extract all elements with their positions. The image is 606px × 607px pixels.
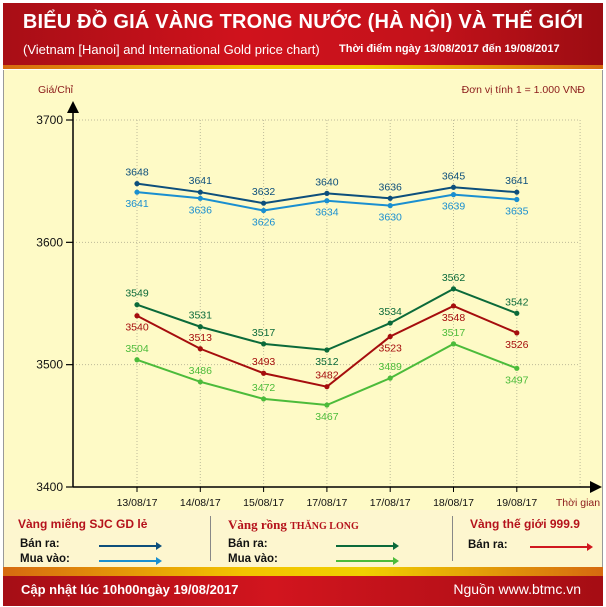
svg-text:3630: 3630 (379, 212, 403, 224)
y-axis-label: Giá/Chỉ (38, 84, 74, 96)
series-line: 3641 3636 3626 3634 3630 3639 3635 (125, 189, 529, 229)
svg-text:14/08/17: 14/08/17 (180, 497, 221, 509)
update-time: Cập nhật lúc 10h00ngày 19/08/2017 (21, 582, 239, 597)
svg-text:3640: 3640 (315, 176, 339, 188)
legend: Vàng miếng SJC GD lẻ Bán ra: Mua vào: Và… (3, 510, 603, 567)
axes (67, 101, 602, 493)
svg-text:3497: 3497 (505, 374, 529, 386)
svg-text:3639: 3639 (442, 201, 466, 213)
svg-text:3517: 3517 (442, 327, 466, 339)
svg-text:3641: 3641 (189, 175, 213, 187)
svg-text:3540: 3540 (125, 322, 149, 334)
legend-thanglong-sell-label: Bán ra: (228, 538, 268, 550)
legend-separator (210, 516, 211, 561)
svg-text:18/08/17: 18/08/17 (433, 497, 474, 509)
x-axis-ticks: 13/08/17 14/08/17 15/08/17 17/08/17 17/08/17… (117, 487, 537, 509)
svg-text:3635: 3635 (505, 206, 529, 218)
svg-text:13/08/17: 13/08/17 (117, 497, 158, 509)
svg-text:3512: 3512 (315, 356, 339, 368)
svg-text:3636: 3636 (379, 181, 403, 193)
line-chart: Giá/Chỉ Đơn vị tính 1 = 1.000 VNĐ 3400 35… (36, 84, 602, 509)
source-link[interactable]: Nguồn www.btmc.vn (453, 581, 581, 597)
legend-sjc-title: Vàng miếng SJC GD lẻ (18, 517, 148, 531)
chart-subtitle: (Vietnam [Hanoi] and International Gold … (23, 42, 320, 57)
legend-thanglong-sell-arrow-icon (336, 542, 399, 550)
legend-sjc-sell-arrow-icon (99, 542, 162, 550)
svg-text:3513: 3513 (189, 332, 213, 344)
series-line: 3540 3513 3493 3482 3523 3548 3526 (125, 303, 529, 390)
svg-text:3641: 3641 (125, 198, 149, 210)
legend-sjc-sell-label: Bán ra: (20, 538, 60, 550)
legend-sjc-buy-arrow-icon (99, 557, 162, 565)
chart-header: BIỂU ĐỒ GIÁ VÀNG TRONG NƯỚC (HÀ NỘI) VÀ … (3, 3, 603, 66)
chart-title: BIỂU ĐỒ GIÁ VÀNG TRONG NƯỚC (HÀ NỘI) VÀ … (22, 11, 584, 33)
svg-text:19/08/17: 19/08/17 (496, 497, 537, 509)
svg-text:3549: 3549 (125, 288, 149, 300)
svg-text:17/08/17: 17/08/17 (370, 497, 411, 509)
svg-text:3542: 3542 (505, 296, 529, 308)
header-gold-band (3, 65, 603, 69)
legend-world-sell-arrow-icon (530, 543, 593, 551)
svg-text:3626: 3626 (252, 217, 276, 229)
legend-thanglong-buy-label: Mua vào: (228, 553, 278, 565)
svg-text:3600: 3600 (36, 235, 63, 249)
svg-text:15/08/17: 15/08/17 (243, 497, 284, 509)
series-line: 3549 3531 3517 3512 3534 3562 3542 (125, 272, 528, 368)
svg-text:3517: 3517 (252, 327, 276, 339)
series-line: 3504 3486 3472 3467 3489 3517 3497 (125, 327, 528, 423)
footer-gold-band (3, 567, 603, 576)
svg-text:3482: 3482 (315, 370, 339, 382)
svg-text:3400: 3400 (36, 480, 63, 494)
y-axis-arrow-icon (67, 101, 79, 113)
svg-text:3632: 3632 (252, 186, 276, 198)
series-line: 3648 3641 3632 3640 3636 3645 3641 (125, 167, 529, 206)
data-series: 3648 3641 3632 3640 3636 3645 3641 3641 3636 3626… (125, 167, 528, 423)
svg-text:3641: 3641 (505, 175, 529, 187)
svg-text:3636: 3636 (189, 204, 213, 216)
x-axis-label: Thời gian (556, 497, 600, 509)
legend-sjc-buy-label: Mua vào: (20, 553, 70, 565)
chart-area (3, 70, 603, 510)
footer: Cập nhật lúc 10h00ngày 19/08/2017 Nguồn … (3, 576, 603, 606)
unit-note: Đơn vị tính 1 = 1.000 VNĐ (462, 84, 586, 96)
y-axis-ticks: 3400 3500 3600 3700 (36, 113, 73, 494)
chart-period: Thời điểm ngày 13/08/2017 đến 19/08/2017 (339, 43, 560, 55)
x-axis-arrow-icon (590, 481, 602, 493)
svg-text:3648: 3648 (125, 167, 149, 179)
svg-text:3472: 3472 (252, 382, 276, 394)
gridlines (73, 119, 581, 487)
svg-text:3500: 3500 (36, 358, 63, 372)
svg-text:3493: 3493 (252, 356, 276, 368)
svg-text:3504: 3504 (125, 343, 149, 355)
legend-thanglong-title: Vàng rồng THĂNG LONG (228, 517, 359, 532)
svg-text:3534: 3534 (379, 306, 403, 318)
subtitle-english: (Vietnam [Hanoi] and International Gold … (23, 42, 320, 57)
svg-text:3531: 3531 (189, 310, 213, 322)
svg-text:3526: 3526 (505, 339, 529, 351)
svg-text:3467: 3467 (315, 411, 339, 423)
legend-world-title: Vàng thế giới 999.9 (470, 517, 580, 531)
svg-text:3486: 3486 (189, 365, 213, 377)
svg-text:3562: 3562 (442, 272, 466, 284)
svg-text:3634: 3634 (315, 207, 339, 219)
legend-separator (452, 516, 453, 561)
svg-text:3489: 3489 (379, 361, 403, 373)
legend-thanglong-buy-arrow-icon (336, 557, 399, 565)
svg-text:3700: 3700 (36, 113, 63, 127)
svg-text:17/08/17: 17/08/17 (306, 497, 347, 509)
svg-text:3548: 3548 (442, 312, 466, 324)
legend-world-sell-label: Bán ra: (468, 539, 508, 551)
svg-text:3645: 3645 (442, 170, 466, 182)
svg-text:3523: 3523 (379, 343, 403, 355)
